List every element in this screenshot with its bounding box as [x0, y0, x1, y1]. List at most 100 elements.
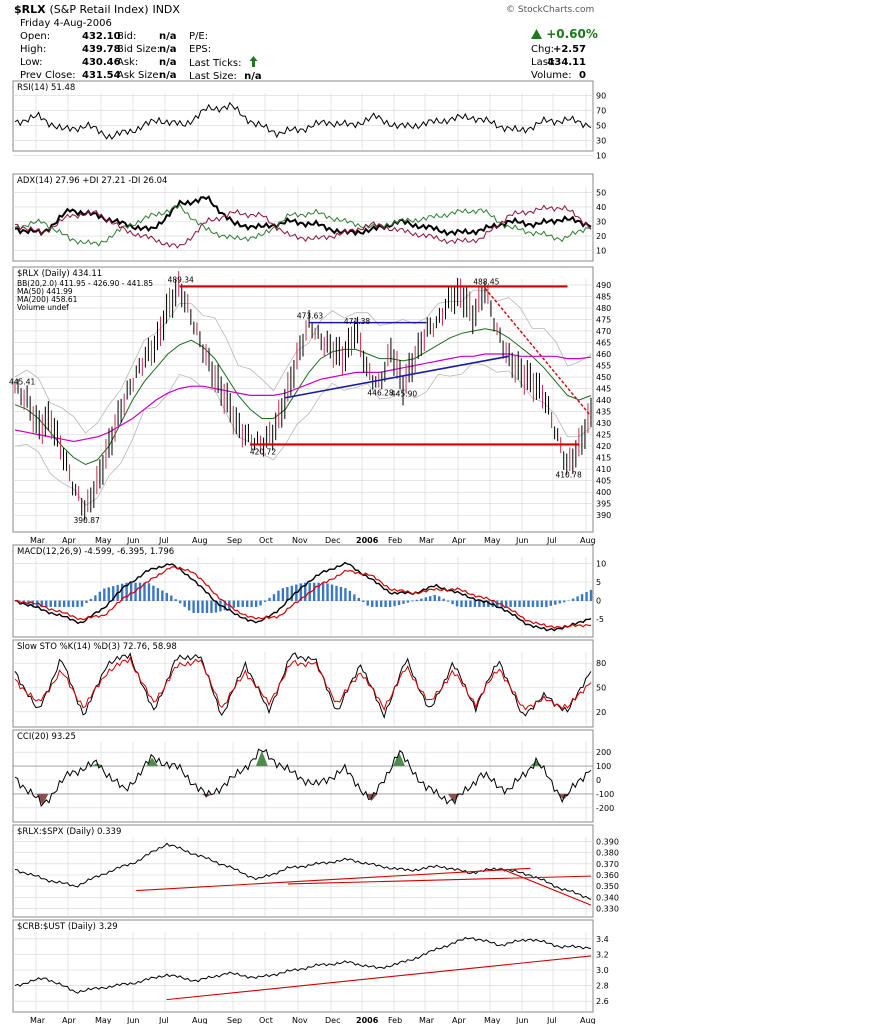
x-tick-label: Aug — [580, 1016, 596, 1024]
x-tick-label: Mar — [30, 536, 46, 545]
macd-hist-bar — [536, 600, 539, 608]
ma50-line — [14, 328, 592, 466]
tick-label: 30 — [596, 218, 606, 227]
macd-hist-bar — [103, 588, 106, 602]
tick-label: 20 — [596, 232, 606, 241]
x-tick-label: Jun — [126, 536, 140, 545]
high-label: High: — [20, 44, 47, 55]
ask-label: Ask: — [117, 57, 139, 68]
brand-watermark: © StockCharts.com — [506, 5, 595, 15]
x-tick-label: Aug — [192, 536, 208, 545]
macd-hist-bar — [513, 600, 517, 608]
volume-label: Volume: — [531, 70, 572, 81]
macd-hist-bar — [585, 592, 588, 602]
change-percent: +0.60% — [531, 28, 598, 41]
up-arrow-icon — [249, 56, 258, 67]
point-label: 471.38 — [344, 317, 370, 326]
macd-hist-bar — [344, 588, 347, 602]
tick-label: 435 — [596, 408, 611, 417]
prev-close-label: Prev Close: — [20, 70, 76, 81]
x-tick-label: Sep — [227, 536, 242, 545]
series-line-1 — [14, 936, 592, 994]
macd-hist-bar — [85, 600, 88, 604]
ratio-lower-line — [287, 875, 592, 885]
x-tick-label: Mar — [419, 1016, 435, 1024]
macd-hist-bar — [268, 597, 271, 602]
bid-labels: Bid: Bid Size: Ask: Ask Size: — [117, 30, 162, 82]
macd-hist-bar — [237, 600, 240, 608]
series-line-2 — [14, 656, 592, 712]
quote-values: 432.10 439.78 430.46 431.54 — [82, 30, 121, 82]
cci-line — [14, 748, 592, 808]
macd-hist-bar — [272, 594, 276, 602]
tick-label: 390 — [596, 511, 611, 520]
macd-hist-bar — [397, 600, 401, 606]
macd-hist-bar — [353, 594, 356, 602]
tick-label: 460 — [596, 350, 611, 359]
macd-hist-bar — [379, 600, 383, 608]
x-tick-label: May — [484, 1016, 501, 1024]
macd-hist-bar — [455, 600, 459, 607]
tick-label: 10 — [596, 247, 606, 256]
tick-label: 0.370 — [596, 860, 619, 869]
pe-label: P/E: — [189, 31, 209, 42]
prev-close-value: 431.54 — [82, 70, 121, 81]
symbol: $RLX — [14, 3, 46, 16]
macd-hist-bar — [487, 600, 490, 608]
macd-hist-bar — [473, 600, 477, 608]
point-label: 446.28 — [367, 389, 393, 398]
macd-hist-bar — [94, 595, 97, 602]
point-label: 473.63 — [297, 312, 323, 321]
macd-hist-bar — [129, 582, 133, 602]
tick-label: 455 — [596, 362, 611, 371]
macd-hist-bar — [549, 600, 553, 606]
macd-hist-bar — [482, 600, 486, 608]
macd-hist-bar — [223, 600, 227, 611]
macd-hist-bar — [420, 598, 423, 602]
x-tick-label: Jun — [515, 1016, 529, 1024]
series-line-2 — [14, 203, 592, 247]
series-line-1 — [14, 561, 592, 632]
macd-hist-bar — [312, 582, 316, 602]
last-size-label: Last Size: — [189, 71, 237, 82]
macd-hist-bar — [580, 594, 584, 602]
panel-2: 50 40 30 20 10 ADX(14) 27.96 +DI 27.21 -DI 26… — [12, 173, 606, 262]
tick-label: 445 — [596, 385, 611, 394]
legend-item: MA(50) 441.99 — [17, 287, 73, 296]
macd-hist-bar — [112, 586, 115, 602]
tick-label: 80 — [596, 659, 606, 668]
macd-hist-bar — [53, 600, 57, 608]
cci-fill — [36, 793, 49, 806]
macd-hist-bar — [156, 588, 160, 602]
x-tick-label: May — [95, 1016, 112, 1024]
tick-label: 5 — [596, 578, 601, 587]
tick-label: 2.6 — [596, 997, 609, 1006]
macd-hist-bar — [558, 600, 561, 604]
panel-frame — [12, 729, 594, 823]
macd-hist-bar — [415, 599, 419, 602]
macd-hist-bar — [339, 586, 343, 602]
panel-frame — [12, 266, 594, 533]
x-tick-label: Jul — [158, 1016, 169, 1024]
x-tick-label: Oct — [259, 536, 273, 545]
cci-fill — [255, 750, 268, 767]
macd-hist-bar — [80, 600, 84, 607]
panel-frame — [12, 639, 594, 728]
x-tick-label: Sep — [227, 1016, 242, 1024]
macd-hist-bar — [567, 600, 570, 602]
panel-title: CCI(20) 93.25 — [17, 732, 76, 742]
panel-title: $RLX:$SPX (Daily) 0.339 — [17, 827, 121, 837]
macd-hist-bar — [62, 600, 66, 608]
chg-label: Chg: — [531, 44, 555, 55]
series-line-1 — [14, 842, 592, 900]
macd-hist-bar — [554, 600, 557, 605]
macd-hist-bar — [522, 600, 526, 608]
macd-hist-bar — [576, 596, 579, 602]
ask-size-value: n/a — [159, 70, 177, 81]
macd-hist-bar — [76, 600, 79, 608]
macd-hist-bar — [335, 585, 338, 602]
panel-frame — [12, 919, 594, 1013]
bb-lower-line — [14, 361, 592, 506]
macd-hist-bar — [241, 600, 244, 608]
macd-hist-bar — [138, 582, 142, 602]
